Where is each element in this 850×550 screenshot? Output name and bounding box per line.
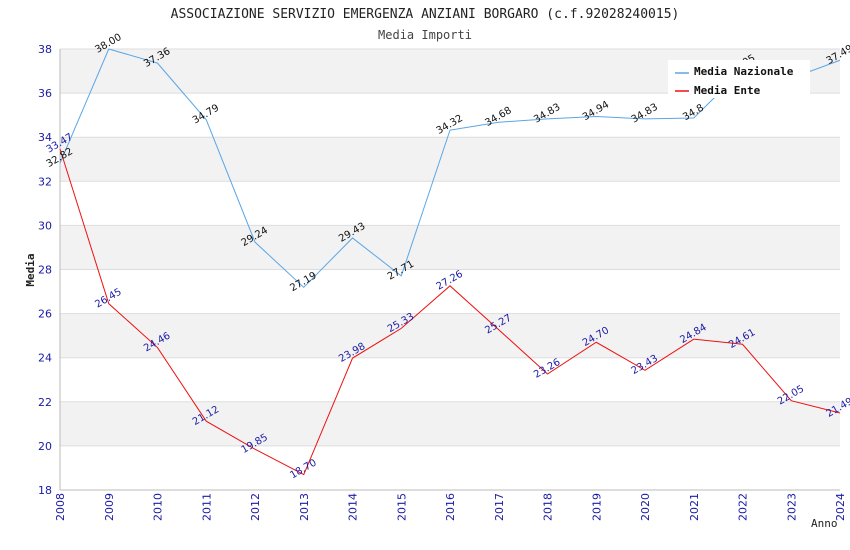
- x-tick-label: 2020: [639, 493, 652, 521]
- grid-band: [60, 137, 840, 182]
- y-tick-labels: 18 20 22 24 26 28 30 32 34 36 38: [38, 43, 52, 497]
- y-tick-label: 18: [38, 484, 52, 497]
- x-tick-label: 2018: [542, 493, 555, 521]
- chart-title: ASSOCIAZIONE SERVIZIO EMERGENZA ANZIANI …: [171, 7, 680, 22]
- background-bands: [60, 49, 840, 446]
- grid-band: [60, 313, 840, 358]
- y-tick-label: 22: [38, 396, 52, 409]
- data-label: 34.32: [435, 113, 465, 137]
- y-tick-label: 30: [38, 219, 52, 232]
- x-tick-label: 2013: [298, 493, 311, 521]
- y-tick-label: 36: [38, 87, 52, 100]
- x-axis-label: Anno: [811, 517, 838, 530]
- data-label: 18.70: [288, 457, 318, 481]
- legend-label-media-nazionale: Media Nazionale: [694, 65, 794, 78]
- x-tick-label: 2017: [493, 493, 506, 521]
- data-label: 34.94: [581, 99, 611, 123]
- y-tick-label: 26: [38, 308, 52, 321]
- data-label: 34.79: [191, 103, 221, 127]
- series-lines: [59, 48, 841, 476]
- x-tick-label: 2011: [200, 493, 213, 521]
- data-label: 34.68: [483, 105, 513, 129]
- legend: Media Nazionale Media Ente: [668, 60, 810, 98]
- data-label: 27.26: [435, 269, 465, 293]
- chart-subtitle: Media Importi: [378, 28, 472, 42]
- legend-label-media-ente: Media Ente: [694, 84, 761, 97]
- y-tick-label: 28: [38, 264, 52, 277]
- x-tick-labels: 2008 2009 2010 2011 2012 2013 2014 2015 2016 2017…: [54, 493, 847, 521]
- grid-band: [60, 225, 840, 270]
- data-label: 34.83: [532, 102, 562, 126]
- y-tick-label: 32: [38, 175, 52, 188]
- x-tick-label: 2019: [590, 493, 603, 521]
- x-tick-label: 2024: [834, 493, 847, 521]
- data-label: 26.45: [93, 287, 123, 311]
- data-label: 34.83: [630, 102, 660, 126]
- x-tick-label: 2012: [249, 493, 262, 521]
- data-label: 34.8: [681, 103, 706, 124]
- x-tick-label: 2022: [737, 493, 750, 521]
- data-label: 27.19: [288, 270, 318, 294]
- x-tick-label: 2023: [785, 493, 798, 521]
- legend-box: [668, 60, 810, 98]
- y-tick-label: 24: [38, 352, 52, 365]
- x-tick-label: 2008: [54, 493, 67, 521]
- x-tick-label: 2009: [103, 493, 116, 521]
- data-label: 23.26: [532, 357, 562, 381]
- x-tick-label: 2014: [347, 493, 360, 521]
- y-axis-label: Media: [24, 253, 37, 286]
- series-line-media-nazionale: [59, 48, 841, 289]
- y-tick-label: 38: [38, 43, 52, 56]
- x-tick-label: 2010: [152, 493, 165, 521]
- series-line-media-ente: [59, 148, 841, 476]
- y-tick-label: 20: [38, 440, 52, 453]
- x-tick-label: 2015: [395, 493, 408, 521]
- grid-band: [60, 401, 840, 446]
- y-tick-label: 34: [38, 131, 52, 144]
- x-tick-label: 2016: [444, 493, 457, 521]
- x-tick-label: 2021: [688, 493, 701, 521]
